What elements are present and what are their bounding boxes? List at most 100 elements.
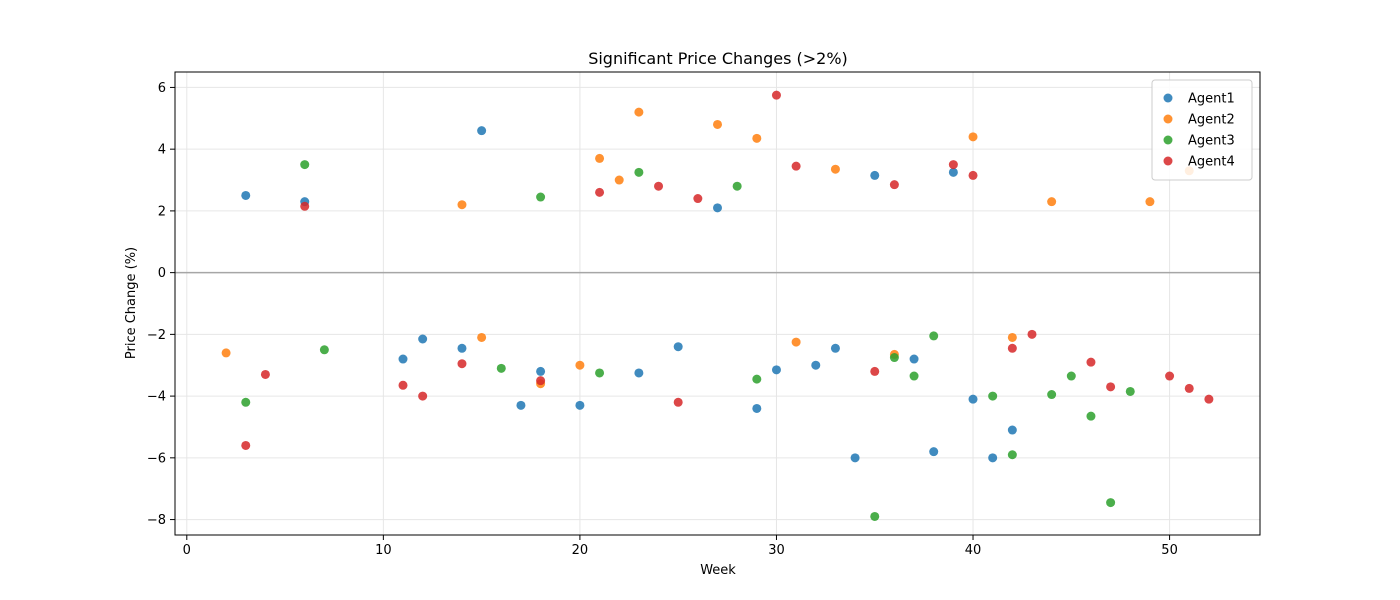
chart-title: Significant Price Changes (>2%)	[588, 49, 848, 68]
data-point-agent3	[319, 345, 329, 355]
data-point-agent4	[673, 397, 683, 407]
data-point-agent4	[1165, 371, 1175, 381]
y-tick-label: 2	[158, 204, 166, 219]
x-tick-label: 40	[965, 543, 982, 558]
data-point-agent3	[909, 371, 919, 381]
data-point-agent4	[536, 376, 546, 386]
data-point-agent4	[1007, 343, 1017, 353]
x-axis-title: Week	[700, 563, 736, 578]
x-tick-label: 0	[183, 543, 191, 558]
data-point-agent4	[457, 359, 467, 369]
data-point-agent1	[634, 368, 644, 378]
data-point-agent2	[830, 164, 840, 174]
data-point-agent4	[1204, 394, 1214, 404]
x-tick-label: 20	[572, 543, 589, 558]
data-point-agent2	[477, 332, 487, 342]
data-point-agent4	[241, 440, 251, 450]
data-point-agent3	[1086, 411, 1096, 421]
data-point-agent2	[752, 133, 762, 143]
y-tick-label: −8	[147, 513, 166, 528]
data-point-agent1	[536, 366, 546, 376]
data-point-agent3	[241, 397, 251, 407]
data-point-agent4	[595, 187, 605, 197]
data-point-agent2	[791, 337, 801, 347]
data-point-agent4	[654, 181, 664, 191]
data-point-agent1	[1007, 425, 1017, 435]
legend: Agent1 Agent2 Agent3 Agent4	[1151, 79, 1253, 181]
data-point-agent1	[870, 170, 880, 180]
legend-label-agent3: Agent3	[1188, 134, 1235, 149]
data-point-agent2	[968, 132, 978, 142]
data-point-agent3	[1106, 498, 1116, 508]
x-tick-label: 30	[768, 543, 785, 558]
data-point-agent1	[830, 343, 840, 353]
data-point-agent1	[752, 403, 762, 413]
data-point-agent3	[300, 160, 310, 170]
y-tick-label: −4	[147, 390, 166, 405]
data-point-agent4	[1027, 329, 1037, 339]
legend-marker-agent3	[1163, 135, 1173, 145]
data-point-agent3	[496, 363, 506, 373]
data-point-agent4	[870, 366, 880, 376]
legend-box	[1151, 79, 1253, 181]
y-axis-ticks: −8 −6 −4 −2 0 2 4 6	[147, 81, 175, 528]
data-point-agent3	[1125, 386, 1135, 396]
data-point-agent2	[634, 107, 644, 117]
data-point-agent2	[614, 175, 624, 185]
data-point-agent1	[575, 400, 585, 410]
data-point-agent2	[575, 360, 585, 370]
data-point-agent1	[988, 453, 998, 463]
data-point-agent3	[870, 511, 880, 521]
data-point-agent3	[595, 368, 605, 378]
legend-label-agent1: Agent1	[1188, 92, 1235, 107]
data-point-agent3	[536, 192, 546, 202]
y-tick-label: −2	[147, 328, 166, 343]
data-point-agent4	[418, 391, 428, 401]
data-point-agent4	[791, 161, 801, 171]
x-tick-label: 10	[375, 543, 392, 558]
legend-marker-agent4	[1163, 156, 1173, 166]
data-point-agent2	[713, 119, 722, 129]
data-point-agent2	[595, 153, 605, 163]
x-axis-ticks: 0 10 20 30 40 50	[183, 535, 1178, 558]
data-point-agent3	[634, 167, 644, 177]
data-point-agent1	[241, 190, 251, 200]
data-point-agent1	[477, 126, 487, 136]
y-tick-label: 6	[158, 81, 166, 96]
legend-label-agent4: Agent4	[1188, 155, 1235, 170]
data-point-agent3	[1047, 390, 1057, 400]
data-point-agent2	[1047, 197, 1057, 207]
data-point-agent4	[398, 380, 408, 390]
data-point-agent3	[1066, 371, 1076, 381]
data-point-agent1	[811, 360, 821, 370]
data-point-agent1	[418, 334, 428, 344]
data-point-agent4	[300, 201, 310, 211]
data-point-agent2	[221, 348, 231, 358]
data-point-agent1	[457, 343, 467, 353]
data-point-agent4	[1086, 357, 1096, 367]
data-point-agent1	[948, 167, 958, 177]
data-point-agent4	[693, 194, 703, 204]
data-point-agent1	[398, 354, 408, 364]
y-tick-label: −6	[147, 451, 166, 466]
data-point-agent4	[771, 90, 781, 100]
y-tick-label: 0	[158, 266, 166, 281]
data-point-agent4	[889, 180, 899, 190]
data-point-agent3	[732, 181, 742, 191]
legend-marker-agent1	[1163, 93, 1173, 103]
data-point-agent4	[1106, 382, 1116, 392]
data-point-agent3	[752, 374, 762, 384]
data-points	[221, 90, 1214, 521]
data-point-agent4	[1184, 383, 1194, 393]
data-point-agent2	[1007, 332, 1017, 342]
legend-label-agent2: Agent2	[1188, 113, 1235, 128]
y-axis-title: Price Change (%)	[124, 247, 139, 359]
x-tick-label: 50	[1161, 543, 1178, 558]
data-point-agent1	[516, 400, 526, 410]
data-point-agent2	[1145, 197, 1155, 207]
legend-marker-agent2	[1163, 114, 1173, 124]
data-point-agent1	[929, 447, 939, 457]
data-point-agent3	[929, 331, 939, 341]
data-point-agent1	[909, 354, 919, 364]
y-tick-label: 4	[158, 143, 166, 158]
